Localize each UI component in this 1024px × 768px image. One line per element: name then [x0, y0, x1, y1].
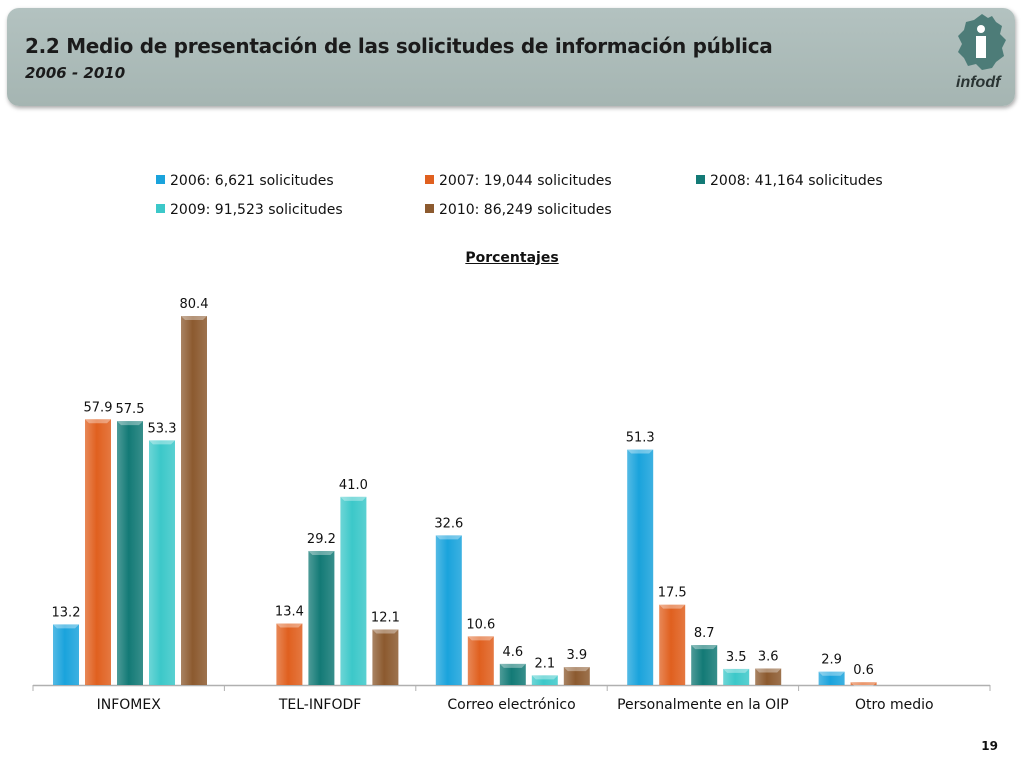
x-tick-label: Otro medio: [855, 697, 934, 713]
legend-label-2010: 2010: 86,249 solicitudes: [439, 202, 612, 218]
map-logo-icon: [958, 14, 1006, 70]
data-label: 3.5: [726, 650, 747, 665]
data-label: 0.6: [853, 663, 874, 678]
bar-cap: [691, 645, 718, 650]
bar-cap: [340, 496, 367, 501]
bar: [723, 668, 750, 685]
bar: [467, 636, 494, 685]
page-title: 2.2 Medio de presentación de las solicit…: [25, 34, 773, 58]
legend-label-2008: 2008: 41,164 solicitudes: [710, 173, 883, 189]
bar: [117, 421, 143, 685]
bar-cap: [499, 663, 526, 668]
bar-cap: [755, 668, 782, 673]
bar-cap: [818, 671, 845, 676]
x-tick-label: Personalmente en la OIP: [617, 697, 789, 713]
infodf-logo: infodf: [952, 12, 1012, 104]
legend-item-2006: 2006: 6,621 solicitudes: [156, 173, 334, 191]
bar-cap: [276, 623, 303, 628]
legend-label-2009: 2009: 91,523 solicitudes: [170, 202, 343, 218]
data-label: 80.4: [180, 297, 209, 312]
data-label: 53.3: [148, 421, 177, 436]
bar-cap: [149, 440, 175, 445]
data-label: 57.5: [116, 402, 145, 417]
bar-cap: [181, 316, 207, 320]
data-label: 3.6: [758, 649, 779, 664]
bar: [149, 440, 175, 685]
bar: [755, 668, 782, 685]
data-label: 17.5: [658, 586, 687, 601]
bar-cap: [659, 604, 686, 609]
bar: [435, 535, 462, 685]
legend-swatch-2009: [156, 204, 165, 213]
legend-item-2009: 2009: 91,523 solicitudes: [156, 202, 343, 220]
bar: [499, 663, 526, 685]
legend-item-2007: 2007: 19,044 solicitudes: [425, 173, 612, 191]
data-label: 57.9: [84, 400, 113, 415]
bar-cap: [563, 667, 590, 672]
legend-label-2007: 2007: 19,044 solicitudes: [439, 173, 612, 189]
data-label: 10.6: [466, 617, 495, 632]
logo-text: infodf: [956, 74, 1001, 91]
x-tick-label: Correo electrónico: [447, 697, 575, 713]
legend-item-2008: 2008: 41,164 solicitudes: [696, 173, 883, 191]
bar: [53, 624, 79, 685]
bar-cap: [117, 421, 143, 426]
bar: [308, 550, 335, 685]
bar-cap: [372, 629, 399, 634]
bar: [850, 682, 877, 685]
data-label: 3.9: [566, 648, 587, 663]
bar-cap: [627, 449, 654, 454]
data-label: 13.2: [52, 605, 81, 620]
bar-cap: [435, 535, 462, 540]
legend-swatch-2007: [425, 175, 434, 184]
bar: [85, 419, 111, 685]
data-label: 8.7: [694, 626, 715, 641]
data-label: 4.6: [502, 645, 523, 660]
data-label: 13.4: [275, 605, 304, 620]
legend-swatch-2010: [425, 204, 434, 213]
data-label: 32.6: [434, 516, 463, 531]
bar-cap: [467, 636, 494, 641]
bar: [372, 629, 399, 685]
bar: [691, 645, 718, 685]
x-tick-label: TEL-INFODF: [278, 697, 362, 713]
bar: [627, 449, 654, 685]
header-banner: 2.2 Medio de presentación de las solicit…: [7, 8, 1015, 106]
bar: [531, 675, 558, 685]
bar-cap: [308, 550, 335, 555]
data-label: 51.3: [626, 431, 655, 446]
chart-title: Porcentajes: [465, 250, 559, 266]
page-subtitle: 2006 - 2010: [25, 64, 126, 82]
legend-swatch-2008: [696, 175, 705, 184]
bar: [276, 623, 303, 685]
bar-cap: [53, 624, 79, 629]
bar: [659, 604, 686, 685]
data-label: 41.0: [339, 478, 368, 493]
data-label: 2.9: [821, 653, 842, 668]
bar-cap: [850, 682, 877, 687]
data-label: 2.1: [534, 656, 555, 671]
data-label: 12.1: [371, 610, 400, 625]
page-number: 19: [981, 739, 998, 753]
bar-cap: [723, 668, 750, 673]
legend-item-2010: 2010: 86,249 solicitudes: [425, 202, 612, 220]
bar: [181, 316, 207, 685]
bar: [563, 667, 590, 685]
x-tick-label: INFOMEX: [97, 697, 162, 713]
bar: [818, 671, 845, 685]
legend-swatch-2006: [156, 175, 165, 184]
bar-cap: [85, 419, 111, 424]
legend-label-2006: 2006: 6,621 solicitudes: [170, 173, 334, 189]
bar-cap: [531, 675, 558, 680]
bar: [340, 496, 367, 685]
data-label: 29.2: [307, 532, 336, 547]
